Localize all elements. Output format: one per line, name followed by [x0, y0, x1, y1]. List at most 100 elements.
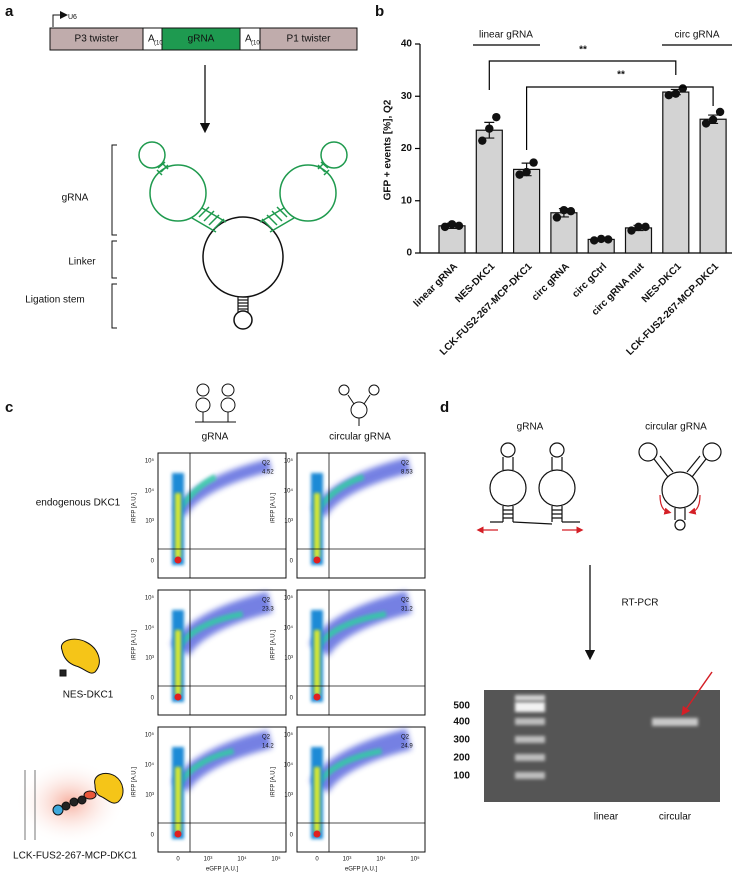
y-tick-label: 10³	[145, 793, 154, 799]
x-tick-label: 10⁵	[271, 856, 281, 863]
y-axis-label: iRFP [A.U.]	[132, 493, 138, 523]
panel-d-art	[476, 442, 722, 802]
y-tick-label: 10⁴	[284, 488, 294, 495]
flow-plot	[157, 452, 287, 579]
data-point	[708, 115, 718, 124]
y-axis-label: iRFP [A.U.]	[271, 767, 277, 797]
ladder-band	[515, 736, 545, 743]
density-core	[314, 767, 320, 832]
x-axis-label: eGFP [A.U.]	[345, 867, 378, 873]
construct-sub: (10)	[154, 41, 165, 47]
y-tick-label: 10³	[145, 656, 154, 662]
data-point	[671, 89, 680, 98]
y-tick-label: 10⁵	[284, 595, 294, 602]
gate-label: Q2	[401, 461, 410, 467]
y-tick-label: 10⁵	[145, 732, 155, 739]
density-peak	[174, 693, 182, 701]
y-tick-label: 10³	[145, 519, 154, 525]
y-tick-label: 10	[401, 195, 413, 206]
panel-letter: b	[375, 3, 384, 20]
ladder-band	[515, 718, 545, 725]
panel-letter: c	[5, 399, 13, 416]
panel-letter: a	[5, 3, 14, 20]
y-axis-label: iRFP [A.U.]	[271, 493, 277, 523]
lane-label: circular	[659, 812, 692, 823]
density-peak	[174, 556, 182, 564]
data-point	[664, 91, 673, 100]
ladder-label: 300	[453, 735, 470, 746]
density-peak	[174, 830, 182, 838]
y-tick-label: 0	[290, 696, 294, 702]
x-axis-label: eGFP [A.U.]	[206, 867, 239, 873]
x-tick-label: 0	[176, 857, 180, 863]
construct-sub: (10)	[251, 41, 262, 47]
y-tick-label: 0	[151, 559, 155, 565]
bar	[475, 129, 503, 254]
y-tick-label: 10⁴	[145, 625, 155, 632]
density-core	[175, 767, 181, 832]
data-point	[641, 222, 650, 232]
gate-value: 8.53	[401, 470, 413, 476]
y-tick-label: 10⁵	[145, 458, 155, 465]
promoter-label: U6	[68, 14, 77, 21]
data-point	[597, 234, 606, 244]
flow-plot	[157, 589, 287, 716]
gate-value: 24.9	[401, 744, 413, 750]
bar	[512, 168, 541, 254]
data-point	[627, 226, 636, 235]
flow-plot	[157, 726, 287, 853]
x-tick-label: linear gRNA	[412, 261, 460, 309]
x-tick-label: circ gRNA	[530, 261, 572, 303]
data-point	[701, 119, 711, 128]
lane-label: linear	[594, 812, 619, 823]
data-point	[478, 136, 487, 145]
panel-letter: d	[440, 399, 449, 416]
flow-plot	[296, 589, 426, 716]
x-tick-label: 10⁴	[237, 856, 247, 863]
x-tick-label: 10⁴	[376, 856, 386, 863]
x-tick-label: circ gCtrl	[570, 261, 609, 300]
y-tick-label: 10⁵	[284, 732, 294, 739]
significance-bracket	[526, 86, 714, 150]
y-tick-label: 10⁴	[145, 488, 155, 495]
significance-label: **	[579, 45, 587, 56]
gate-label: Q2	[262, 735, 271, 741]
y-tick-label: 10³	[284, 656, 293, 662]
y-tick-label: 0	[406, 248, 412, 259]
y-tick-label: 20	[401, 143, 413, 154]
y-tick-label: 30	[401, 91, 413, 102]
construct-label: P1 twister	[287, 34, 332, 45]
ladder-band	[515, 695, 545, 701]
construct-label: P3 twister	[75, 34, 120, 45]
red-arrow	[681, 671, 713, 716]
density-peak	[313, 693, 321, 701]
panel-c-art	[15, 383, 380, 845]
bar	[662, 91, 690, 254]
data-point	[604, 235, 613, 244]
data-point	[634, 222, 643, 232]
y-tick-label: 0	[290, 559, 294, 565]
y-tick-label: 40	[401, 39, 413, 50]
x-tick-label: 10³	[343, 857, 352, 863]
y-tick-label: 10⁴	[145, 762, 155, 769]
gate-value: 14.2	[262, 744, 274, 750]
row-label: endogenous DKC1	[36, 498, 121, 509]
diagram-label: circular gRNA	[645, 422, 707, 433]
panel-a-art	[52, 11, 348, 330]
density-peak	[313, 556, 321, 564]
method-label: RT-PCR	[621, 598, 658, 609]
data-point	[447, 220, 457, 229]
density-core	[175, 493, 181, 558]
column-label: circular gRNA	[329, 432, 391, 443]
density-peak	[313, 830, 321, 838]
ladder-band	[515, 754, 545, 761]
ladder-label: 400	[453, 717, 470, 728]
data-point	[559, 205, 569, 215]
data-point	[515, 170, 524, 179]
construct-label: A	[148, 34, 155, 45]
y-tick-label: 10³	[284, 793, 293, 799]
product-band	[652, 718, 698, 726]
data-point	[678, 84, 687, 93]
flow-plot	[296, 452, 426, 579]
